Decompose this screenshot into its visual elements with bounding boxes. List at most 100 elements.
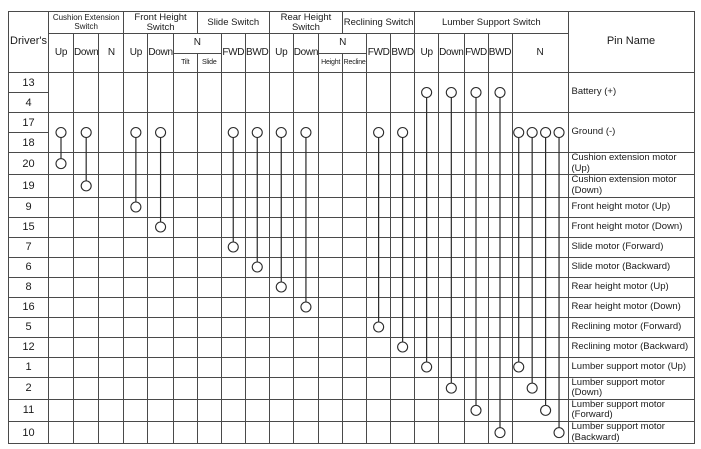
grid-cell bbox=[414, 356, 440, 378]
grid-cell bbox=[244, 216, 270, 238]
grid-cell bbox=[72, 151, 100, 176]
grid-cell bbox=[463, 420, 489, 445]
grid-cell bbox=[511, 316, 569, 338]
grid-cell bbox=[292, 398, 320, 423]
grid-cell bbox=[244, 296, 270, 318]
grid-cell bbox=[220, 112, 246, 153]
grid-cell bbox=[48, 398, 74, 423]
grid-cell bbox=[98, 151, 125, 176]
grid-cell bbox=[438, 216, 465, 238]
grid-cell bbox=[318, 376, 344, 400]
grid-cell bbox=[244, 276, 270, 298]
col-rear-height-up: Up bbox=[268, 33, 294, 73]
col-rear-recline-n: N bbox=[318, 33, 368, 54]
grid-cell bbox=[414, 316, 440, 338]
col-lumber-fwd: FWD bbox=[463, 33, 489, 73]
grid-cell bbox=[414, 276, 440, 298]
grid-cell bbox=[196, 256, 222, 278]
grid-cell bbox=[98, 356, 125, 378]
table-row: 16 Rear height motor (Down) bbox=[8, 296, 695, 318]
grid-cell bbox=[147, 398, 174, 423]
grid-cell bbox=[123, 336, 149, 358]
grid-cell bbox=[438, 420, 465, 445]
grid-cell bbox=[244, 196, 270, 218]
pin-name-cell: Lumber support motor (Backward) bbox=[567, 420, 695, 445]
pin-name-cell: Front height motor (Down) bbox=[567, 216, 695, 238]
grid-cell bbox=[366, 151, 392, 176]
grid-cell bbox=[196, 216, 222, 238]
grid-cell bbox=[123, 216, 149, 238]
grid-cell bbox=[511, 196, 569, 218]
grid-cell bbox=[438, 356, 465, 378]
grid-cell bbox=[72, 398, 100, 423]
grid-cell bbox=[366, 174, 392, 198]
pin-name-cell: Lumber support motor (Up) bbox=[567, 356, 695, 378]
grid-cell bbox=[244, 336, 270, 358]
grid-cell bbox=[72, 356, 100, 378]
grid-cell bbox=[220, 72, 246, 113]
grid-cell bbox=[98, 316, 125, 338]
grid-cell bbox=[98, 398, 125, 423]
grid-cell bbox=[366, 216, 392, 238]
grid-cell bbox=[98, 196, 125, 218]
grid-cell bbox=[487, 276, 513, 298]
grid-cell bbox=[196, 236, 222, 258]
grid-cell bbox=[511, 296, 569, 318]
grid-cell bbox=[72, 216, 100, 238]
grid-cell bbox=[268, 316, 294, 338]
grid-cell bbox=[292, 236, 320, 258]
grid-cell bbox=[196, 316, 222, 338]
grid-cell bbox=[366, 336, 392, 358]
grid-cell bbox=[123, 356, 149, 378]
grid-cell bbox=[172, 151, 198, 176]
pin-name-cell: Slide motor (Forward) bbox=[567, 236, 695, 258]
grid-cell bbox=[123, 256, 149, 278]
table-row: 9 Front height motor (Up) bbox=[8, 196, 695, 218]
grid-cell bbox=[342, 420, 368, 445]
grid-cell bbox=[123, 420, 149, 445]
grid-cell bbox=[147, 356, 174, 378]
grid-cell bbox=[487, 398, 513, 423]
group-cushion-extension-switch: Cushion Extension Switch bbox=[47, 11, 125, 34]
grid-cell bbox=[98, 216, 125, 238]
grid-cell bbox=[318, 296, 344, 318]
grid-cell bbox=[438, 151, 465, 176]
grid-cell bbox=[98, 276, 125, 298]
grid-cell bbox=[72, 316, 100, 338]
grid-cell bbox=[268, 236, 294, 258]
group-reclining-switch: Reclining Switch bbox=[342, 11, 416, 34]
grid-cell bbox=[147, 216, 174, 238]
pin-name-cell: Front height motor (Up) bbox=[567, 196, 695, 218]
grid-cell bbox=[220, 256, 246, 278]
grid-cell bbox=[123, 236, 149, 258]
grid-cell bbox=[487, 256, 513, 278]
grid-cell bbox=[511, 398, 569, 423]
grid-cell bbox=[48, 151, 74, 176]
grid-cell bbox=[292, 72, 320, 113]
pin-number-cell: 7 bbox=[8, 236, 49, 258]
grid-cell bbox=[511, 236, 569, 258]
pin-name-cell: Cushion extension motor (Up) bbox=[567, 151, 695, 176]
grid-cell bbox=[511, 336, 569, 358]
grid-cell bbox=[244, 316, 270, 338]
grid-cell bbox=[463, 216, 489, 238]
grid-cell bbox=[48, 316, 74, 338]
table-header: Driver's Cushion Extension Switch Front … bbox=[8, 11, 695, 73]
grid-cell bbox=[390, 112, 416, 153]
grid-cell bbox=[292, 196, 320, 218]
grid-cell bbox=[196, 356, 222, 378]
grid-cell bbox=[172, 316, 198, 338]
grid-cell bbox=[487, 112, 513, 153]
grid-cell bbox=[511, 356, 569, 378]
pin-name-header: Pin Name bbox=[567, 11, 695, 73]
grid-cell bbox=[318, 356, 344, 378]
col-reclining-fwd: FWD bbox=[366, 33, 392, 73]
grid-cell bbox=[172, 112, 198, 153]
grid-cell bbox=[487, 336, 513, 358]
grid-cell bbox=[220, 398, 246, 423]
grid-cell bbox=[414, 376, 440, 400]
grid-cell bbox=[318, 112, 344, 153]
grid-cell bbox=[342, 174, 368, 198]
grid-cell bbox=[390, 376, 416, 400]
grid-cell bbox=[268, 356, 294, 378]
